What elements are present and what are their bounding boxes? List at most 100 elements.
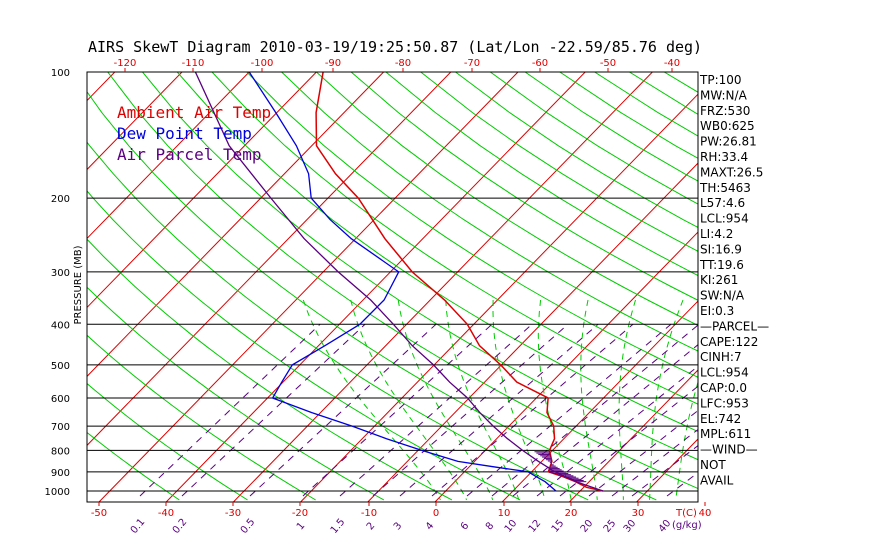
- bottom-temp-tick-label: 0: [433, 508, 439, 519]
- temperature-unit-label: T(C): [675, 508, 697, 519]
- pressure-tick-label: 1000: [45, 487, 70, 498]
- dry-adiabat-line: [87, 334, 316, 501]
- dry-adiabat-line: [663, 72, 698, 93]
- dry-adiabat-line: [420, 72, 698, 252]
- mixing-ratio-label: 1.5: [329, 517, 348, 536]
- dry-adiabat-line: [385, 72, 698, 277]
- index-label: FRZ:530: [700, 104, 750, 118]
- index-label: EI:0.3: [700, 304, 734, 318]
- isotherm-line: [367, 162, 698, 502]
- index-label: TT:19.6: [699, 258, 744, 272]
- bottom-temp-tick-label: -20: [292, 508, 308, 519]
- index-label: LCL:954: [700, 212, 749, 226]
- index-label: LCL:954: [700, 366, 749, 380]
- bottom-temp-tick-label: -30: [225, 508, 241, 519]
- index-label: —PARCEL—: [700, 319, 769, 333]
- mixing-ratio-line: [372, 323, 569, 497]
- bottom-temp-tick-label: -50: [91, 508, 107, 519]
- index-label: TP:100: [699, 73, 742, 87]
- dry-adiabat-line: [107, 72, 698, 490]
- index-label: SI:16.9: [700, 242, 742, 256]
- mixing-ratio-unit-label: (g/kg): [672, 520, 702, 531]
- top-temp-tick-label: -90: [325, 58, 341, 69]
- mixing-ratio-label: 10: [503, 518, 520, 535]
- plot-frame: [86, 71, 699, 503]
- y-axis-label: PRESSURE (MB): [73, 245, 84, 324]
- pressure-tick-label: 600: [51, 394, 70, 405]
- isotherm-line: [98, 72, 519, 502]
- moist-adiabat-line: [302, 299, 441, 501]
- top-temp-tick-label: -50: [600, 58, 616, 69]
- mixing-ratio-label: 25: [602, 518, 619, 535]
- legend-dew-point-temp: Dew Point Temp: [117, 124, 252, 143]
- dry-adiabat-line: [803, 72, 870, 500]
- index-label: MPL:611: [700, 427, 751, 441]
- legend-air-parcel-temp: Air Parcel Temp: [117, 145, 262, 164]
- legend-ambient-air-temp: Ambient Air Temp: [117, 103, 271, 122]
- dry-adiabat-line: [87, 238, 453, 501]
- bottom-temp-tick-label: 20: [565, 508, 578, 519]
- isotherm-line: [87, 72, 317, 309]
- index-label: EL:742: [700, 412, 741, 426]
- dry-adiabat-line: [350, 72, 698, 301]
- dry-adiabat-line: [769, 72, 870, 500]
- mixing-ratio-label: 6: [459, 520, 472, 532]
- isotherm-line: [233, 72, 653, 502]
- index-label: CINH:7: [700, 350, 742, 364]
- pressure-tick-label: 900: [51, 468, 70, 479]
- mixing-ratio-line: [491, 324, 698, 497]
- mixing-ratio-label: 1: [295, 520, 308, 532]
- mixing-ratio-line: [559, 385, 698, 497]
- top-temp-tick-label: -100: [251, 58, 274, 69]
- pressure-tick-label: 500: [51, 361, 70, 372]
- legend: Ambient Air Temp Dew Point Temp Air Parc…: [117, 103, 271, 164]
- mixing-ratio-label: 0.5: [239, 517, 258, 536]
- index-label: AVAIL: [700, 473, 734, 487]
- index-label: SW:N/A: [700, 289, 745, 303]
- isotherm-line: [165, 72, 586, 502]
- isotherm-line: [87, 72, 116, 102]
- mixing-ratio-label: 4: [424, 520, 437, 532]
- top-temp-tick-label: -110: [182, 58, 205, 69]
- index-label: MW:N/A: [700, 88, 748, 102]
- mixing-ratio-line: [339, 323, 533, 497]
- isotherm-line: [434, 231, 698, 502]
- dry-adiabat-line: [87, 141, 589, 501]
- isotherm-line: [501, 300, 698, 502]
- moist-adiabat-line: [580, 299, 598, 500]
- mixing-ratio-line: [512, 344, 698, 497]
- index-label: PW:26.81: [700, 135, 757, 149]
- mixing-ratio-label: 20: [579, 518, 596, 535]
- top-temp-tick-label: -40: [664, 58, 680, 69]
- dry-adiabat-line: [246, 72, 698, 378]
- pressure-tick-label: 400: [51, 320, 70, 331]
- dry-adiabat-line: [87, 431, 180, 501]
- dry-adiabat-line: [838, 72, 870, 500]
- mixing-ratio-label: 12: [527, 518, 544, 535]
- pressure-tick-label: 800: [51, 446, 70, 457]
- pressure-tick-label: 200: [51, 194, 70, 205]
- dry-adiabat-line: [281, 72, 698, 352]
- pressure-tick-label: 700: [51, 422, 70, 433]
- index-label: CAPE:122: [700, 335, 758, 349]
- index-label: LFC:953: [700, 396, 749, 410]
- isotherm-line: [87, 72, 452, 447]
- isotherm-line: [87, 72, 384, 378]
- mixing-ratio-label: 8: [484, 520, 497, 532]
- dew-point-temp-curve: [248, 72, 557, 492]
- bottom-temp-tick-label: 40: [699, 508, 712, 519]
- index-label: KI:261: [700, 273, 738, 287]
- pressure-tick-label: 300: [51, 268, 70, 279]
- isotherm-line: [0, 72, 48, 502]
- index-label: RH:33.4: [700, 150, 748, 164]
- moist-adiabat-line: [350, 299, 468, 501]
- mixing-ratio-label: 40: [657, 518, 674, 535]
- dry-adiabat-line: [87, 90, 657, 501]
- mixing-ratio-line: [249, 323, 437, 497]
- dry-adiabat-line: [87, 286, 385, 501]
- mixing-ratio-line: [536, 365, 698, 497]
- dry-adiabat-line: [87, 382, 248, 501]
- mixing-ratio-line: [181, 323, 366, 497]
- chart-title: AIRS SkewT Diagram 2010-03-19/19:25:50.8…: [88, 38, 702, 56]
